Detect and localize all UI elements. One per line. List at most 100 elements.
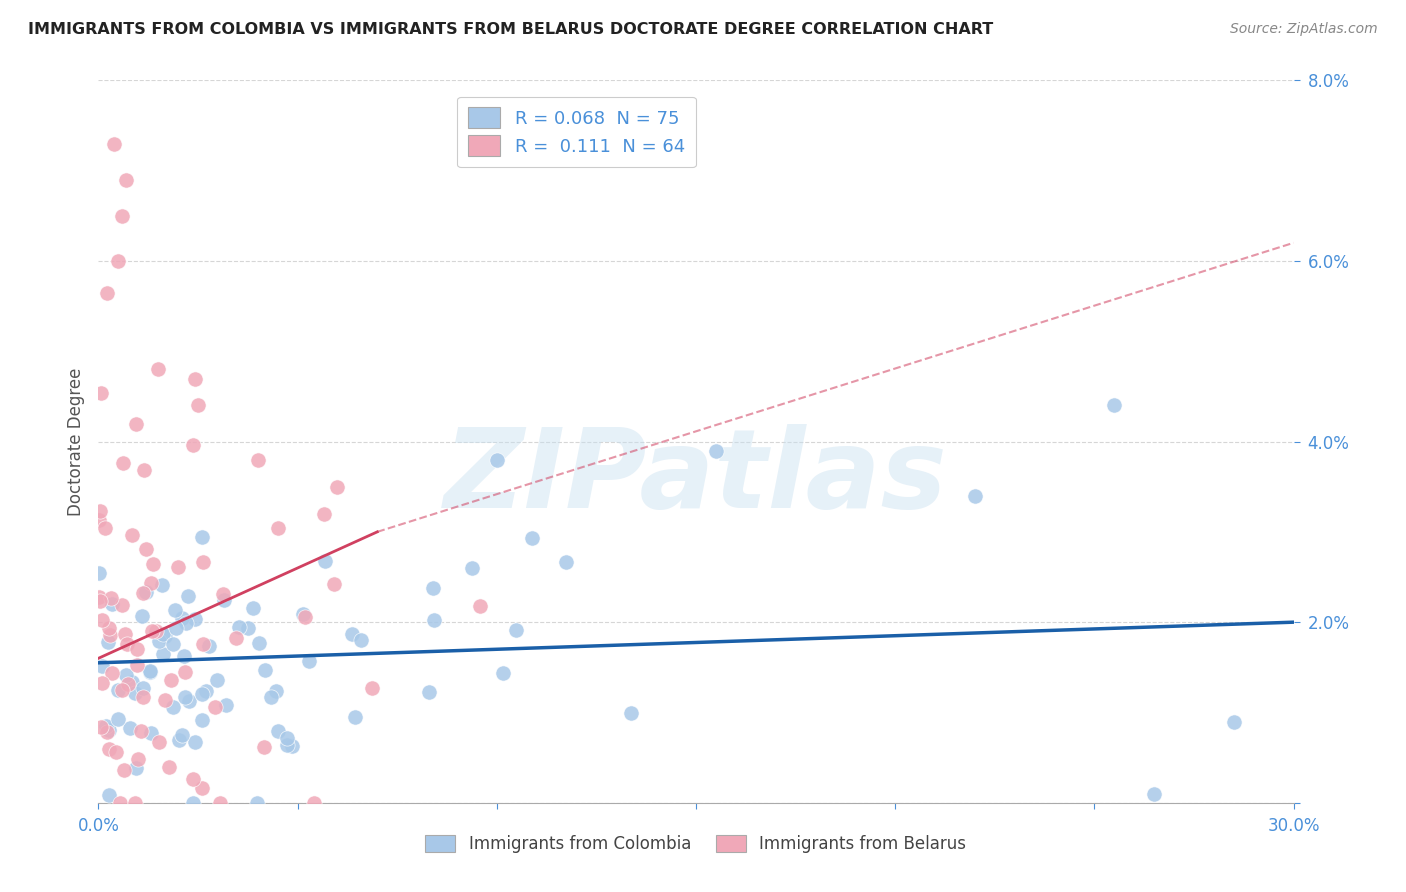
Point bbox=[361, 681, 384, 695]
Point bbox=[87, 513, 110, 527]
Point bbox=[225, 631, 247, 645]
Text: ZIPatlas: ZIPatlas bbox=[444, 425, 948, 531]
Point bbox=[1143, 787, 1166, 801]
Point bbox=[176, 615, 198, 630]
Point bbox=[212, 592, 235, 607]
Point bbox=[100, 627, 122, 641]
Point bbox=[162, 700, 184, 714]
Point bbox=[176, 589, 198, 603]
Point bbox=[195, 683, 218, 698]
Point bbox=[100, 591, 122, 605]
Point bbox=[314, 554, 336, 568]
Point bbox=[124, 686, 146, 700]
Point bbox=[115, 172, 138, 186]
Point bbox=[242, 601, 264, 615]
Point bbox=[184, 612, 207, 626]
Point bbox=[141, 624, 163, 638]
Point bbox=[485, 452, 508, 467]
Point bbox=[294, 609, 316, 624]
Point bbox=[115, 637, 138, 651]
Point bbox=[110, 796, 132, 810]
Point bbox=[111, 598, 134, 612]
Point bbox=[87, 566, 110, 580]
Point bbox=[198, 639, 221, 653]
Point bbox=[96, 724, 118, 739]
Point bbox=[107, 253, 129, 268]
Point bbox=[193, 555, 215, 569]
Point bbox=[181, 772, 204, 786]
Point bbox=[167, 733, 190, 747]
Point bbox=[619, 706, 641, 720]
Y-axis label: Doctorate Degree: Doctorate Degree bbox=[66, 368, 84, 516]
Point bbox=[422, 581, 444, 595]
Point bbox=[344, 710, 367, 724]
Point bbox=[181, 438, 204, 452]
Point bbox=[298, 654, 321, 668]
Point bbox=[101, 665, 124, 680]
Point bbox=[121, 675, 143, 690]
Point bbox=[228, 620, 250, 634]
Point bbox=[132, 690, 155, 704]
Point bbox=[1223, 714, 1246, 729]
Point bbox=[142, 557, 165, 571]
Point bbox=[148, 734, 170, 748]
Point bbox=[152, 648, 174, 662]
Point bbox=[117, 677, 139, 691]
Point bbox=[127, 751, 149, 765]
Point bbox=[187, 398, 209, 412]
Point bbox=[190, 713, 212, 727]
Point bbox=[191, 687, 214, 701]
Point bbox=[281, 739, 304, 753]
Point bbox=[704, 443, 727, 458]
Legend: Immigrants from Colombia, Immigrants from Belarus: Immigrants from Colombia, Immigrants fro… bbox=[419, 828, 973, 860]
Point bbox=[127, 658, 149, 673]
Point bbox=[522, 531, 544, 545]
Point bbox=[190, 530, 212, 544]
Point bbox=[174, 665, 197, 680]
Point bbox=[97, 635, 120, 649]
Point bbox=[131, 608, 153, 623]
Point bbox=[246, 796, 269, 810]
Point bbox=[460, 560, 482, 574]
Point bbox=[276, 738, 298, 752]
Point bbox=[184, 735, 207, 749]
Point bbox=[132, 585, 155, 599]
Point bbox=[165, 621, 187, 635]
Point bbox=[101, 597, 124, 611]
Point bbox=[89, 503, 111, 517]
Point bbox=[253, 739, 276, 754]
Point bbox=[326, 480, 349, 494]
Point bbox=[90, 386, 112, 401]
Point bbox=[111, 683, 134, 698]
Point bbox=[267, 521, 290, 535]
Point bbox=[418, 685, 440, 699]
Point bbox=[340, 627, 363, 641]
Point bbox=[173, 648, 195, 663]
Point bbox=[215, 698, 238, 712]
Point bbox=[139, 665, 162, 679]
Point bbox=[89, 590, 111, 604]
Point bbox=[115, 668, 138, 682]
Point bbox=[125, 417, 148, 431]
Point bbox=[94, 718, 117, 732]
Point bbox=[97, 741, 120, 756]
Point bbox=[253, 663, 276, 677]
Point bbox=[125, 642, 148, 657]
Point bbox=[181, 796, 204, 810]
Point bbox=[1104, 398, 1126, 412]
Point bbox=[152, 627, 174, 641]
Point bbox=[98, 723, 121, 737]
Point bbox=[112, 763, 135, 777]
Point bbox=[174, 690, 197, 704]
Point bbox=[155, 629, 177, 643]
Point bbox=[422, 613, 444, 627]
Point bbox=[120, 721, 142, 735]
Point bbox=[107, 712, 129, 726]
Point bbox=[167, 559, 190, 574]
Point bbox=[139, 726, 162, 740]
Point bbox=[89, 593, 111, 607]
Point bbox=[98, 621, 121, 635]
Point bbox=[554, 555, 576, 569]
Point bbox=[97, 789, 120, 803]
Point bbox=[91, 614, 114, 628]
